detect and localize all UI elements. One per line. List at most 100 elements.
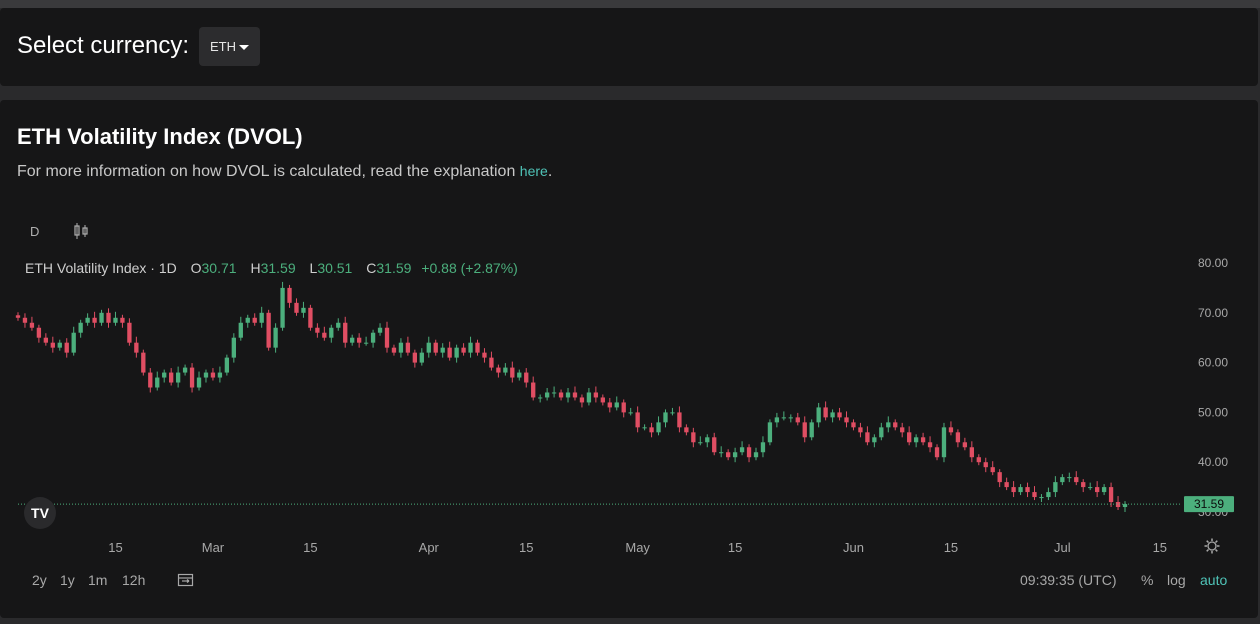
candle-body [969, 447, 974, 458]
x-tick-label: 15 [303, 540, 317, 555]
range-1y-button[interactable]: 1y [60, 572, 75, 588]
candle-body [43, 337, 49, 343]
legend-high-value: 31.59 [260, 260, 296, 276]
candle-body [1094, 487, 1100, 493]
candle-body [301, 307, 306, 313]
candle-body [1018, 487, 1023, 493]
candle-body [913, 437, 919, 443]
x-tick-label: Jun [843, 540, 864, 555]
candle-body [795, 417, 800, 423]
candle-body [948, 427, 954, 433]
candle-body [71, 332, 76, 353]
percent-scale-button[interactable]: % [1141, 572, 1154, 588]
candle-body [621, 402, 626, 413]
candle-body [384, 327, 390, 348]
candle-body [78, 322, 83, 333]
candle-body [879, 427, 884, 438]
x-tick-label: Apr [419, 540, 440, 555]
candle-type-icon[interactable] [73, 222, 89, 245]
x-tick-label: 15 [1153, 540, 1167, 555]
candle-body [677, 412, 682, 428]
x-axis-group: 15Mar15Apr15May15Jun15Jul15Aug15 [108, 540, 1167, 555]
candle-body [1039, 497, 1044, 499]
candle-body [266, 312, 271, 348]
candle-body [343, 322, 348, 343]
legend-close-label: C [366, 260, 377, 276]
y-tick-label: 80.00 [1198, 256, 1228, 270]
candle-body [649, 427, 654, 433]
y-tick-label: 60.00 [1198, 356, 1228, 370]
candle-body [182, 367, 188, 373]
x-tick-label: Jul [1054, 540, 1071, 555]
tradingview-logo-icon[interactable]: TV [24, 497, 56, 529]
candle-body [830, 412, 835, 418]
candle-body [941, 427, 947, 458]
currency-dropdown[interactable]: ETH [199, 27, 260, 66]
candle-body [482, 352, 487, 358]
interval-button[interactable]: D [30, 224, 40, 239]
candle-body [15, 315, 21, 318]
candle-body [593, 392, 599, 398]
candle-body [872, 437, 877, 443]
candle-body [837, 412, 842, 418]
candle-body [189, 367, 195, 388]
range-1m-button[interactable]: 1m [88, 572, 108, 588]
candle-body [224, 357, 230, 373]
candle-body [1004, 482, 1009, 488]
candle-body [767, 422, 773, 443]
candle-body [503, 367, 508, 373]
candle-body [538, 397, 543, 399]
date-range-calendar-icon[interactable] [177, 572, 195, 593]
candle-body [635, 412, 640, 428]
candle-body [781, 417, 787, 419]
last-price-label: 31.59 [1194, 497, 1224, 511]
candle-body [816, 407, 821, 423]
candle-body [356, 337, 362, 343]
candle-body [363, 342, 369, 344]
x-tick-label: May [625, 540, 650, 555]
candle-body [746, 447, 752, 458]
candle-body [844, 417, 849, 423]
settings-gear-icon[interactable] [1204, 538, 1220, 559]
candle-body [85, 317, 90, 323]
chart-panel: ETH Volatility Index (DVOL) For more inf… [0, 100, 1258, 618]
explanation-link[interactable]: here [519, 163, 548, 179]
auto-scale-button[interactable]: auto [1200, 572, 1228, 588]
candle-body [1011, 487, 1016, 493]
candle-body [642, 427, 647, 429]
candle-body [120, 317, 125, 323]
x-tick-label: Mar [202, 540, 225, 555]
candle-body [64, 342, 69, 353]
candle-body [322, 332, 327, 338]
legend-high-label: H [250, 260, 261, 276]
candle-body [106, 312, 111, 323]
candle-body [600, 397, 605, 403]
range-2y-button[interactable]: 2y [32, 572, 47, 588]
candle-body [1025, 487, 1030, 493]
candle-body [412, 352, 418, 363]
range-12h-button[interactable]: 12h [122, 572, 146, 588]
log-scale-button[interactable]: log [1167, 572, 1186, 588]
candle-body [983, 462, 988, 468]
legend-open-value: 30.71 [201, 260, 237, 276]
legend-series-name: ETH Volatility Index · 1D [25, 260, 177, 276]
candle-body [934, 447, 940, 458]
candle-body [927, 442, 933, 448]
currency-panel: Select currency: ETH [0, 8, 1258, 86]
candle-body [886, 422, 891, 428]
candle-body [893, 422, 898, 428]
legend-change: +0.88 (+2.87%) [421, 260, 518, 276]
candle-body [1081, 482, 1086, 488]
candle-body [802, 422, 807, 438]
candle-body [725, 452, 731, 458]
candle-body [517, 372, 522, 378]
candle-body [155, 377, 160, 388]
candle-body [29, 322, 35, 328]
candle-body [976, 457, 981, 463]
x-tick-label: 15 [108, 540, 122, 555]
candle-body [997, 472, 1002, 483]
candle-body [273, 327, 278, 348]
candle-body [579, 397, 585, 403]
candle-body [468, 342, 473, 353]
